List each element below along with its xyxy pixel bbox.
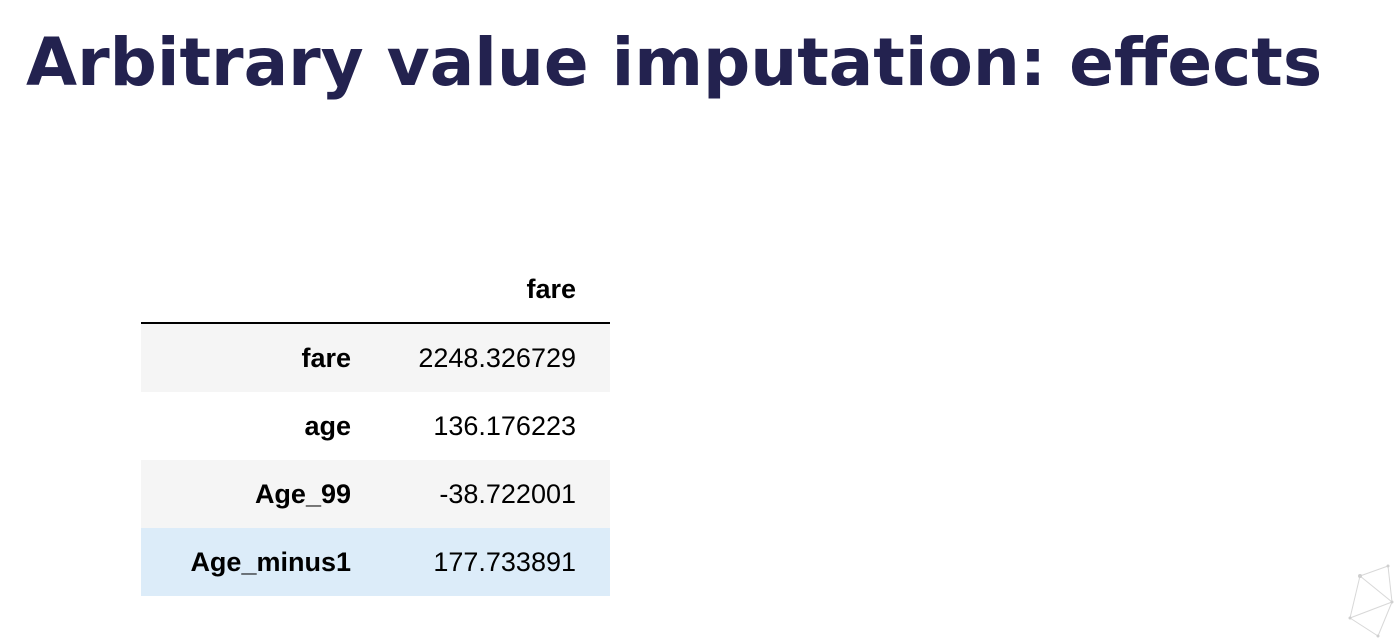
row-index-label: Age_minus1 <box>190 546 351 577</box>
row-index-label: Age_99 <box>254 478 351 509</box>
table-row: fare 2248.326729 <box>141 323 610 392</box>
table-row: Age_99 -38.722001 <box>141 460 610 528</box>
row-value: -38.722001 <box>439 478 576 509</box>
column-header-fare: fare <box>369 256 610 324</box>
row-index-label: fare <box>301 342 351 373</box>
row-value: 136.176223 <box>433 410 576 441</box>
table-row-highlighted[interactable]: Age_minus1 177.733891 <box>141 528 610 596</box>
slide-title: Arbitrary value imputation: effects <box>26 24 1323 101</box>
table-header-row: fare <box>141 256 610 324</box>
row-index-label: age <box>304 410 351 441</box>
dataframe-table: fare fare 2248.326729 age 136.176223 Age… <box>141 256 610 596</box>
network-decoration-icon <box>1348 564 1394 638</box>
table-row: age 136.176223 <box>141 392 610 460</box>
row-value: 2248.326729 <box>418 342 576 373</box>
row-value: 177.733891 <box>433 546 576 577</box>
index-header-cell <box>141 256 369 324</box>
